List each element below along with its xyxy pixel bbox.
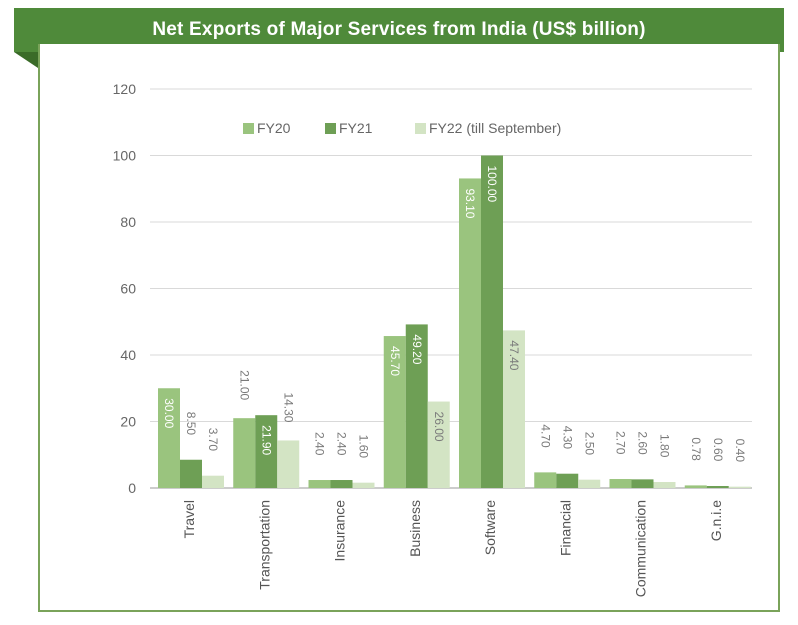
bar-fy21 [631,479,654,488]
data-label: 21.90 [259,425,273,455]
y-tick-label: 100 [113,148,137,164]
data-label: 45.70 [388,346,402,376]
y-tick-label: 120 [113,81,137,97]
bar-fy21 [180,459,202,488]
data-label: 2.40 [335,432,349,456]
legend-swatch [325,123,336,134]
bar-fy20 [383,336,406,488]
bar-fy20 [308,480,331,488]
category-label: Communication [633,500,649,597]
category-label: Transportation [256,500,272,590]
legend-swatch [243,123,254,134]
bar-fy22 [503,330,525,488]
data-label: 93.10 [463,188,477,218]
bar-fy22 [427,401,450,488]
category-label: Travel [181,500,197,538]
data-label: 14.30 [281,392,295,422]
bar-fy22 [202,475,224,488]
legend-label: FY21 [339,120,373,136]
chart-title: Net Exports of Major Services from India… [152,19,646,40]
bar-fy21 [405,324,428,488]
data-label: 0.60 [711,438,725,462]
y-tick-label: 20 [120,414,136,430]
data-label: 0.40 [733,439,747,463]
y-tick-label: 0 [128,480,136,496]
y-tick-label: 60 [120,281,136,297]
legend-swatch [415,123,426,134]
bar-fy22 [653,482,676,488]
y-tick-label: 40 [120,347,136,363]
data-label: 0.78 [689,437,703,461]
y-tick-label: 80 [120,214,136,230]
bar-fy21 [255,415,278,488]
category-label: G.n.i.e [708,500,724,541]
bar-fy21 [481,155,503,488]
bar-fy20 [684,485,707,488]
data-label: 2.70 [614,431,628,455]
bar-fy20 [233,418,256,488]
data-label: 2.40 [313,432,327,456]
category-label: Business [407,500,423,557]
bar-fy22 [352,482,375,488]
bar-fy22 [277,440,300,488]
category-label: Software [482,500,498,555]
bar-fy22 [728,486,751,488]
bar-fy20 [534,472,557,488]
category-label: Insurance [332,500,348,562]
data-label: 8.50 [184,412,198,436]
data-label: 47.40 [507,340,521,370]
category-label: Financial [557,500,573,556]
data-label: 4.70 [538,424,552,448]
bar-fy22 [578,479,601,488]
data-label: 2.60 [636,431,650,455]
data-label: 2.50 [582,432,596,456]
data-label: 1.60 [357,435,371,459]
bar-fy20 [609,479,632,488]
data-label: 100.00 [485,166,499,203]
data-label: 26.00 [432,412,446,442]
legend-label: FY22 (till September) [429,120,561,136]
data-label: 3.70 [206,428,220,452]
bar-fy21 [706,486,729,488]
legend-label: FY20 [257,120,291,136]
data-label: 4.30 [560,426,574,450]
banner-fold-decoration [14,52,38,68]
bar-fy20 [158,388,180,488]
data-label: 30.00 [162,398,176,428]
data-label: 1.80 [658,434,672,458]
bar-fy20 [459,178,481,488]
bar-fy21 [330,480,353,488]
data-label: 21.00 [237,370,251,400]
data-label: 49.20 [410,334,424,364]
bar-fy21 [556,473,579,488]
